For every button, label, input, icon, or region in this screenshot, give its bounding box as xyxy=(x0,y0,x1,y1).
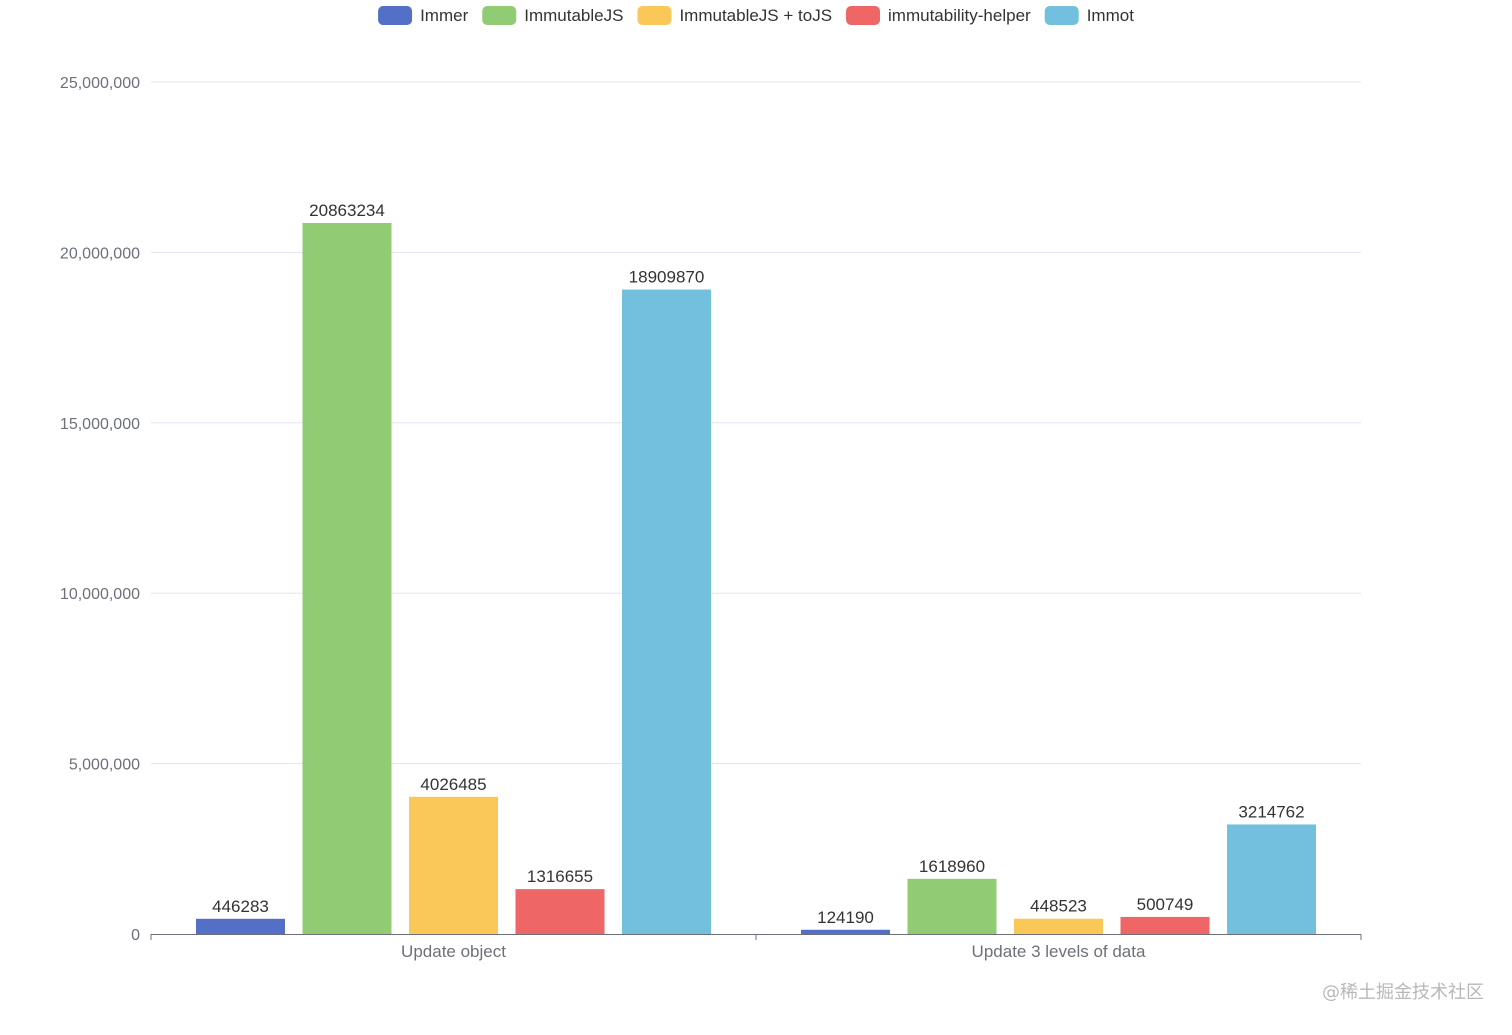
bar-immot-0 xyxy=(622,289,711,934)
x-axis: Update object Update 3 levels of data xyxy=(150,934,1362,961)
legend-label: ImmutableJS + toJS xyxy=(679,6,832,25)
data-label: 3214762 xyxy=(1238,802,1304,821)
data-label: 446283 xyxy=(212,897,269,916)
bar-immutablejs-tojs-1 xyxy=(1014,918,1103,934)
data-labels: 446283 20863234 4026485 1316655 18909870 1241… xyxy=(212,201,1304,927)
legend-swatch xyxy=(378,6,413,25)
bar-immot-1 xyxy=(1227,824,1316,934)
y-tick-label: 10,000,000 xyxy=(60,586,140,603)
legend-swatch xyxy=(637,6,672,25)
data-label: 18909870 xyxy=(629,268,705,287)
x-tick-label: Update 3 levels of data xyxy=(972,942,1146,961)
legend-swatch xyxy=(482,6,517,25)
data-label: 500749 xyxy=(1137,895,1194,914)
legend-item-immutablejs-tojs[interactable]: ImmutableJS + toJS xyxy=(637,6,832,25)
y-tick-label: 20,000,000 xyxy=(60,245,140,262)
y-tick-label: 0 xyxy=(131,927,140,944)
legend-item-immutability-helper[interactable]: immutability-helper xyxy=(846,6,1031,25)
data-label: 4026485 xyxy=(420,775,486,794)
bar-immutablejs-tojs-0 xyxy=(409,796,498,934)
bar-immer-0 xyxy=(196,918,285,934)
data-label: 448523 xyxy=(1030,897,1087,916)
x-tick-label: Update object xyxy=(401,942,506,961)
y-tick-label: 15,000,000 xyxy=(60,416,140,433)
legend-label: Immot xyxy=(1087,6,1135,25)
data-label: 20863234 xyxy=(309,201,385,220)
legend-item-immot[interactable]: Immot xyxy=(1044,6,1135,25)
bar-immutablejs-0 xyxy=(302,222,392,935)
legend-label: ImmutableJS xyxy=(524,6,623,25)
bar-immutablejs-1 xyxy=(907,878,997,934)
watermark: @稀土掘金技术社区 xyxy=(1322,982,1484,1003)
legend-label: immutability-helper xyxy=(888,6,1031,25)
bar-immutability-helper-1 xyxy=(1120,916,1210,934)
legend: Immer ImmutableJS ImmutableJS + toJS immuta… xyxy=(378,6,1134,25)
legend-item-immer[interactable]: Immer xyxy=(378,6,469,25)
data-label: 1316655 xyxy=(527,867,593,886)
legend-label: Immer xyxy=(420,6,469,25)
data-label: 124190 xyxy=(817,908,874,927)
y-tick-label: 25,000,000 xyxy=(60,75,140,92)
bars xyxy=(196,222,1316,935)
y-axis: 0 5,000,000 10,000,000 15,000,000 20,000,000… xyxy=(60,75,140,944)
y-tick-label: 5,000,000 xyxy=(69,757,140,774)
bar-immer-1 xyxy=(801,929,890,934)
legend-swatch xyxy=(846,6,881,25)
data-label: 1618960 xyxy=(919,857,985,876)
legend-swatch xyxy=(1044,6,1079,25)
legend-item-immutablejs[interactable]: ImmutableJS xyxy=(482,6,623,25)
bar-immutability-helper-0 xyxy=(515,889,605,934)
